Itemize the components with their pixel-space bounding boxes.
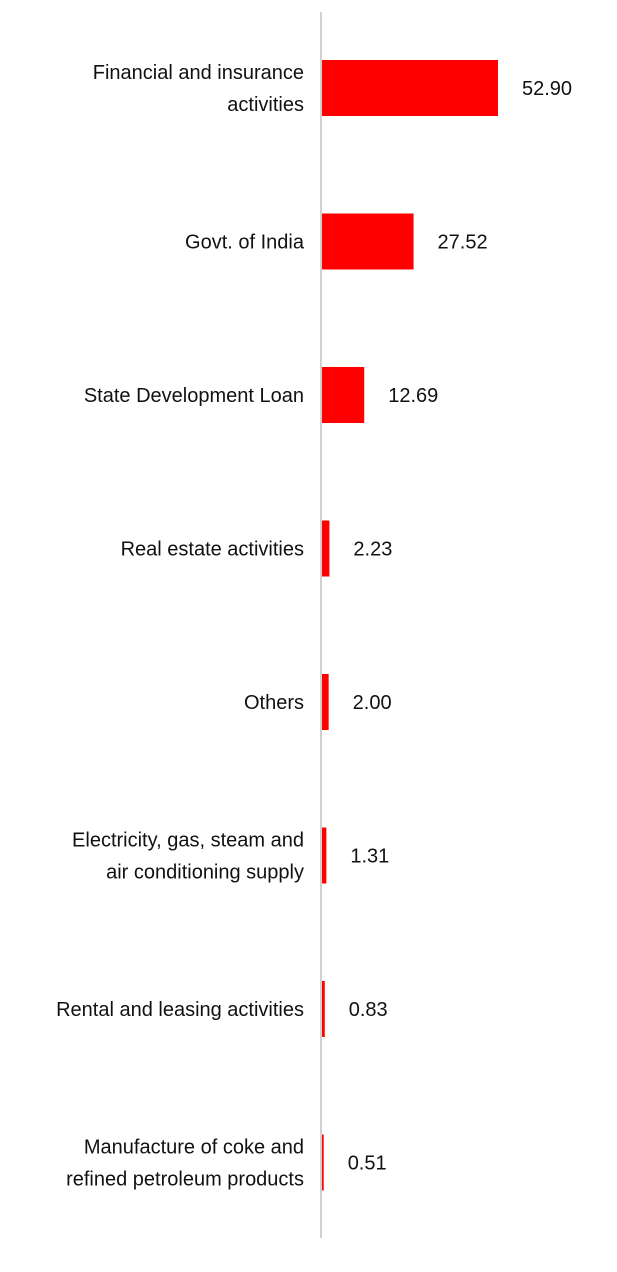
category-label: Financial and insurance activities (93, 62, 304, 116)
category-label: Manufacture of coke and refined petroleum… (66, 1137, 304, 1191)
bar (322, 520, 330, 577)
bar (322, 674, 329, 730)
bar (322, 981, 325, 1037)
category-label-line: State Development Loan (84, 385, 304, 407)
category-label: Electricity, gas, steam and air condition… (72, 830, 304, 884)
value-label: 1.31 (350, 846, 389, 868)
value-label: 12.69 (388, 385, 438, 407)
bar (322, 60, 498, 116)
value-label: 2.23 (353, 539, 392, 561)
category-label-line: Manufacture of coke and (84, 1137, 304, 1159)
value-labels: 52.90 27.52 12.69 2.23 2.00 1.31 0.83 0.51 (348, 78, 572, 1175)
bar (322, 827, 327, 884)
value-label: 0.51 (348, 1153, 387, 1175)
category-label-line: Financial and insurance (93, 62, 304, 84)
category-labels: Financial and insurance activities Govt. o… (56, 62, 305, 1191)
category-label: Govt. of India (185, 232, 305, 254)
category-label-line: Govt. of India (185, 232, 305, 254)
category-label-line: activities (227, 94, 304, 116)
category-label: Real estate activities (121, 539, 304, 561)
bars-layer (322, 60, 498, 1191)
value-label: 52.90 (522, 78, 572, 100)
category-label: Rental and leasing activities (56, 999, 304, 1021)
category-label-line: Real estate activities (121, 539, 304, 561)
value-label: 27.52 (438, 232, 488, 254)
category-label: State Development Loan (84, 385, 304, 407)
category-label-line: refined petroleum products (66, 1169, 304, 1191)
value-label: 0.83 (349, 999, 388, 1021)
category-label-line: Electricity, gas, steam and (72, 830, 304, 852)
bar (322, 213, 414, 270)
category-label-line: air conditioning supply (106, 862, 304, 884)
bar (322, 367, 365, 423)
category-label-line: Rental and leasing activities (56, 999, 304, 1021)
value-label: 2.00 (353, 692, 392, 714)
bar (322, 1134, 324, 1191)
category-label: Others (244, 692, 304, 714)
category-label-line: Others (244, 692, 304, 714)
